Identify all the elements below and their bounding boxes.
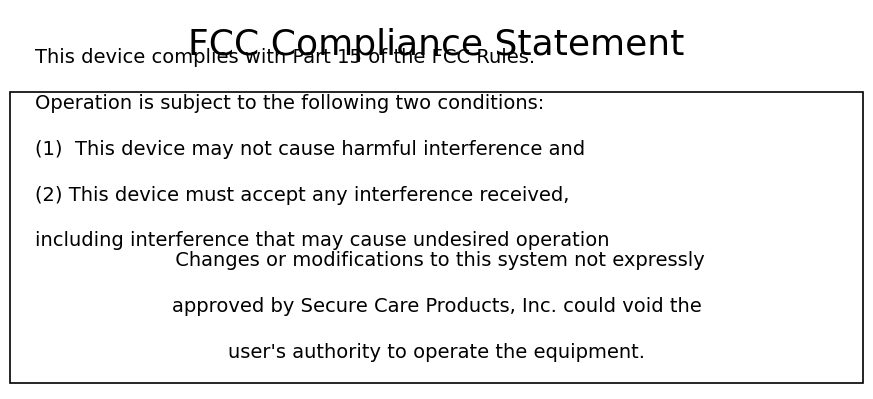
- Text: approved by Secure Care Products, Inc. could void the: approved by Secure Care Products, Inc. c…: [172, 297, 701, 316]
- Text: Operation is subject to the following two conditions:: Operation is subject to the following tw…: [35, 94, 544, 113]
- Text: Changes or modifications to this system not expressly: Changes or modifications to this system …: [168, 251, 705, 271]
- Text: (1)  This device may not cause harmful interference and: (1) This device may not cause harmful in…: [35, 140, 585, 159]
- Text: This device complies with Part 15 of the FCC Rules.: This device complies with Part 15 of the…: [35, 48, 535, 67]
- Text: FCC Compliance Statement: FCC Compliance Statement: [189, 28, 684, 62]
- Text: user's authority to operate the equipment.: user's authority to operate the equipmen…: [228, 343, 645, 362]
- Text: including interference that may cause undesired operation: including interference that may cause un…: [35, 231, 609, 251]
- Text: (2) This device must accept any interference received,: (2) This device must accept any interfer…: [35, 186, 569, 205]
- FancyBboxPatch shape: [10, 92, 863, 383]
